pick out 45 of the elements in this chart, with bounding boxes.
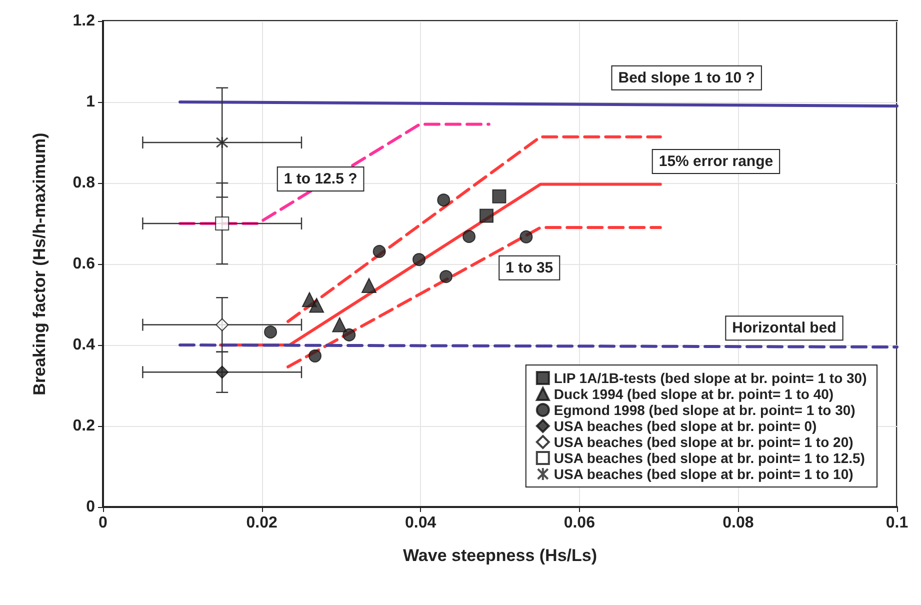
- point: [215, 216, 230, 230]
- annotation: Horizontal bed: [732, 320, 836, 337]
- point: [480, 208, 494, 223]
- legend-label: Egmond 1998 (bed slope at br. point= 1 to 30): [554, 402, 856, 418]
- y-axis-title: Breaking factor (Hs/h-maximum): [30, 132, 49, 396]
- y-tick-label: 0.4: [72, 336, 96, 354]
- x-tick-label: 0.1: [886, 514, 908, 532]
- legend-label: USA beaches (bed slope at br. point= 1 to 10): [554, 466, 854, 482]
- point: [216, 136, 228, 149]
- x-axis-title: Wave steepness (Hs/Ls): [403, 546, 597, 565]
- y-tick-label: 1.2: [72, 12, 96, 30]
- point: [308, 349, 322, 362]
- x-tick-label: 0.06: [564, 514, 596, 532]
- y-tick-label: 0.8: [72, 174, 96, 192]
- point: [216, 318, 229, 332]
- x-tick-label: 0.02: [246, 514, 278, 532]
- point: [437, 194, 450, 207]
- point: [462, 230, 476, 243]
- x-tick-label: 0: [98, 514, 108, 532]
- point: [520, 230, 533, 244]
- point: [342, 328, 356, 342]
- legend-label: Duck 1994 (bed slope at br. point= 1 to 40): [554, 386, 834, 402]
- y-tick-label: 0.2: [72, 418, 96, 434]
- point: [216, 366, 229, 379]
- y-tick-label: 0.6: [72, 256, 96, 272]
- point: [440, 270, 453, 284]
- point: [372, 244, 386, 258]
- legend-label: USA beaches (bed slope at br. point= 1 to 20): [554, 434, 854, 450]
- point: [332, 317, 348, 332]
- x-tick-label: 0.04: [405, 514, 436, 532]
- point: [309, 298, 324, 313]
- y-tick-label: 1: [86, 94, 96, 110]
- x-tick-label: 0.08: [722, 514, 754, 532]
- point: [264, 326, 278, 339]
- point: [361, 278, 376, 293]
- point: [492, 189, 506, 204]
- annotation: 1 to 12.5 ?: [284, 170, 358, 188]
- annotation: 1 to 35: [506, 259, 554, 276]
- legend-label: LIP 1A/1B-tests (bed slope at br. point= 1 to 30): [554, 370, 867, 386]
- legend-label: USA beaches (bed slope at br. point= 1 to 12.5): [554, 450, 865, 466]
- point: [412, 253, 426, 266]
- annotation: Bed slope 1 to 10 ?: [618, 69, 755, 86]
- y-tick-label: 0: [86, 498, 96, 516]
- annotation: 15% error range: [658, 152, 774, 170]
- legend-label: USA beaches (bed slope at br. point= 0): [554, 418, 817, 434]
